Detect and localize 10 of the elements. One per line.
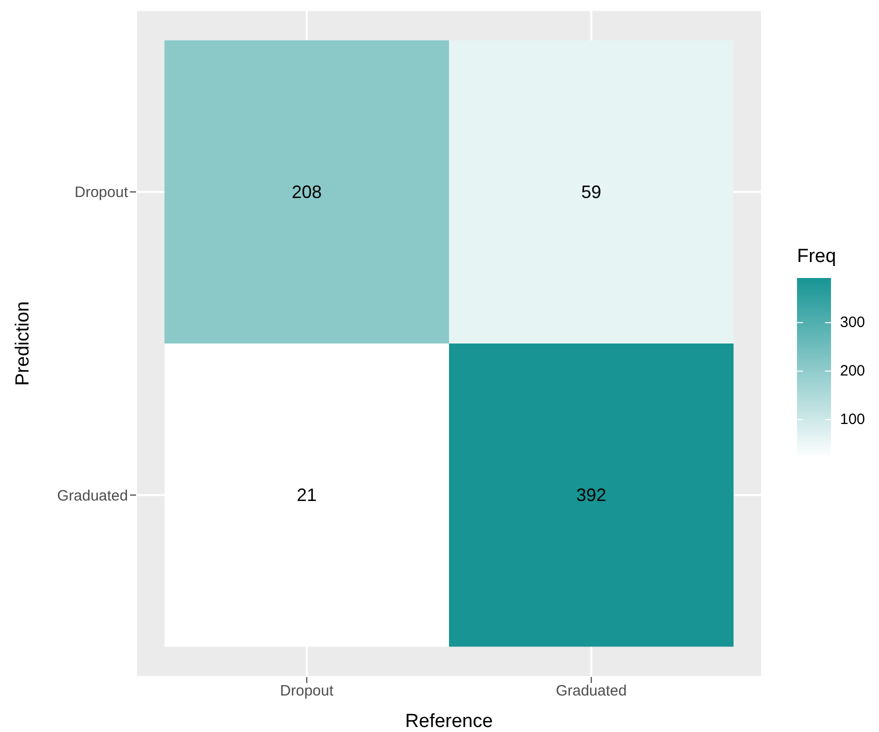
data-label: 208 <box>292 182 322 202</box>
color-bar-label: 300 <box>840 314 866 332</box>
y-axis-title: Prediction <box>12 301 34 386</box>
color-bar-label: 200 <box>840 362 866 380</box>
data-label: 21 <box>296 485 317 506</box>
color-bar-label: 100 <box>840 411 866 428</box>
color-bar-title: Freq <box>797 246 836 267</box>
x-axis-title: Reference <box>405 711 493 732</box>
data-label: 392 <box>576 485 606 506</box>
data-label: 59 <box>581 182 602 202</box>
